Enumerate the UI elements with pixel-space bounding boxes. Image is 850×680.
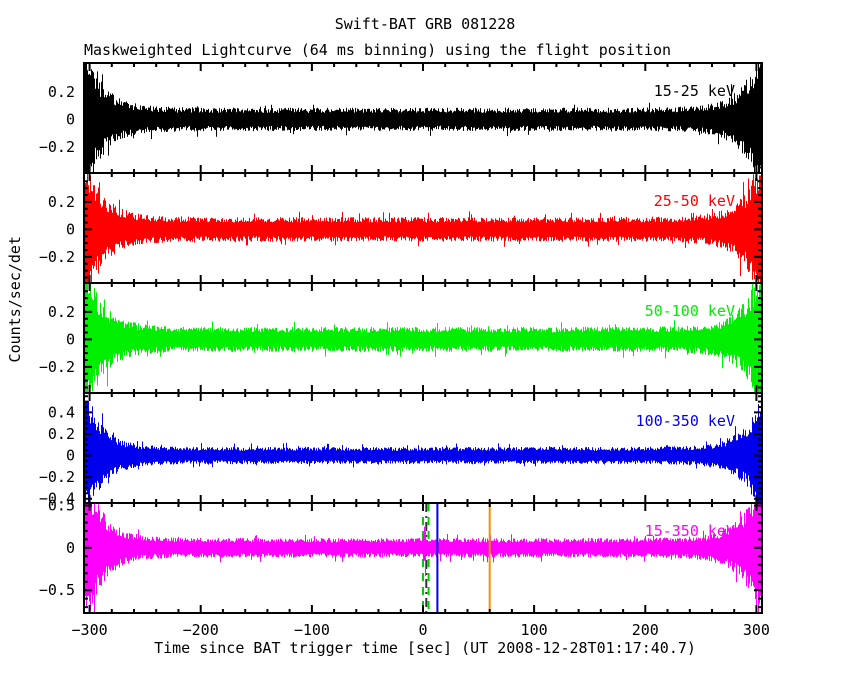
svg-text:0: 0 <box>66 447 75 465</box>
svg-text:0: 0 <box>66 220 75 238</box>
panel-label-15-25-kev: 15-25 keV <box>653 82 735 100</box>
svg-text:−100: −100 <box>294 621 330 639</box>
panel-label-50-100-kev: 50-100 keV <box>644 302 735 320</box>
svg-text:−0.2: −0.2 <box>39 358 75 376</box>
svg-text:−0.2: −0.2 <box>39 138 75 156</box>
svg-text:0.5: 0.5 <box>48 497 75 515</box>
svg-text:300: 300 <box>743 621 770 639</box>
svg-text:−0.5: −0.5 <box>39 581 75 599</box>
svg-text:−300: −300 <box>72 621 108 639</box>
svg-text:−0.4: −0.4 <box>39 490 75 508</box>
svg-text:−0.2: −0.2 <box>39 248 75 266</box>
y-axis-label: Counts/sec/det <box>6 236 24 363</box>
svg-text:0.2: 0.2 <box>48 425 75 443</box>
svg-text:0.2: 0.2 <box>48 193 75 211</box>
x-axis-label: Time since BAT trigger time [sec] (UT 20… <box>154 639 696 657</box>
svg-text:0.4: 0.4 <box>48 403 75 421</box>
svg-text:−200: −200 <box>183 621 219 639</box>
svg-text:0: 0 <box>66 330 75 348</box>
svg-text:100: 100 <box>521 621 548 639</box>
svg-text:0: 0 <box>66 110 75 128</box>
panel-label-25-50-kev: 25-50 keV <box>653 192 735 210</box>
panel-label-15-350-kev: 15-350 keV <box>644 522 735 540</box>
figure-subtitle: Maskweighted Lightcurve (64 ms binning) … <box>84 41 671 59</box>
figure-title: Swift-BAT GRB 081228 <box>334 15 516 33</box>
svg-text:200: 200 <box>632 621 659 639</box>
svg-text:0: 0 <box>66 539 75 557</box>
panel-label-100-350-kev: 100-350 keV <box>635 412 735 430</box>
svg-text:0.2: 0.2 <box>48 83 75 101</box>
svg-text:0: 0 <box>418 621 427 639</box>
svg-text:0.2: 0.2 <box>48 303 75 321</box>
svg-text:−0.2: −0.2 <box>39 468 75 486</box>
